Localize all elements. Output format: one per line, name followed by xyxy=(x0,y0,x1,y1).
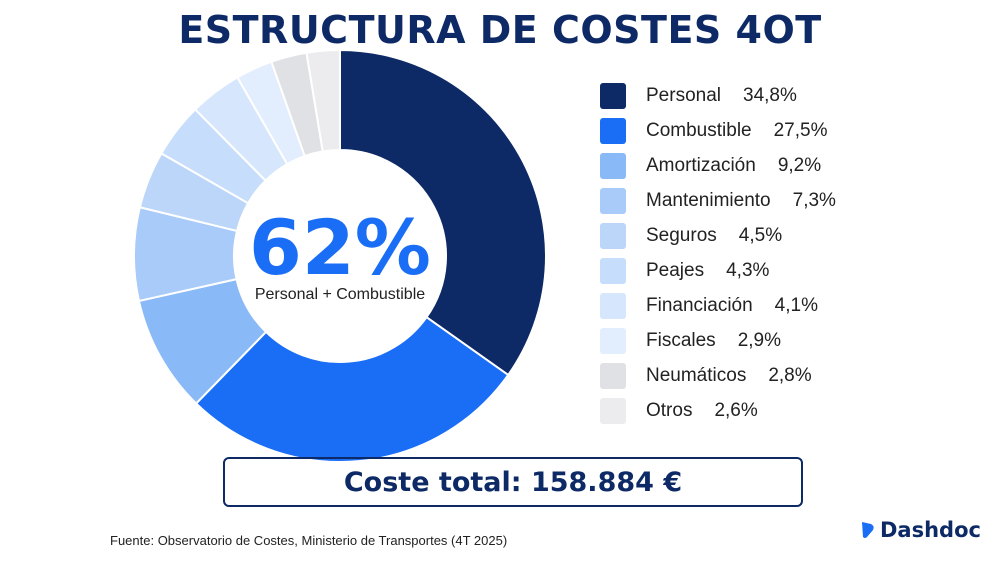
center-percentage: 62% xyxy=(249,203,431,292)
legend-value: 2,6% xyxy=(714,399,758,421)
legend-name: Peajes xyxy=(646,259,705,281)
legend-item-6: Financiación 4,1% xyxy=(600,288,836,323)
legend-swatch xyxy=(600,82,626,109)
total-cost-label: Coste total: 158.884 € xyxy=(343,466,683,498)
center-label: Personal + Combustible xyxy=(254,286,426,303)
legend-value: 2,8% xyxy=(768,364,812,386)
legend-name: Personal xyxy=(646,84,721,106)
total-cost-box: Coste total: 158.884 € xyxy=(223,457,803,507)
legend-swatch xyxy=(600,117,626,144)
legend-name: Neumáticos xyxy=(646,364,747,386)
legend-name: Financiación xyxy=(646,294,753,316)
legend-item-2: Amortización 9,2% xyxy=(600,148,836,183)
legend-swatch xyxy=(600,152,626,179)
legend-swatch xyxy=(600,257,626,284)
legend-item-7: Fiscales 2,9% xyxy=(600,323,836,358)
legend-name: Amortización xyxy=(646,154,756,176)
legend-name: Seguros xyxy=(646,224,717,246)
legend-item-1: Combustible 27,5% xyxy=(600,113,836,148)
legend-swatch xyxy=(600,187,626,214)
legend-item-8: Neumáticos 2,8% xyxy=(600,358,836,393)
legend-item-4: Seguros 4,5% xyxy=(600,218,836,253)
legend-value: 27,5% xyxy=(773,119,828,141)
legend-item-5: Peajes 4,3% xyxy=(600,253,836,288)
legend-swatch xyxy=(600,362,626,389)
source-note: Fuente: Observatorio de Costes, Minister… xyxy=(110,533,508,548)
legend-name: Otros xyxy=(646,399,693,421)
slice-9 xyxy=(305,48,341,153)
legend-value: 34,8% xyxy=(743,84,797,106)
brand-name: Dashdoc xyxy=(880,518,981,542)
legend-value: 9,2% xyxy=(777,154,822,176)
legend-name: Fiscales xyxy=(646,329,716,351)
legend-item-9: Otros 2,6% xyxy=(600,393,836,428)
legend-item-0: Personal 34,8% xyxy=(600,78,836,113)
dashdoc-logo-icon xyxy=(862,522,874,538)
legend-value: 7,3% xyxy=(792,189,836,211)
chart-title: ESTRUCTURA DE COSTES 4OT xyxy=(178,8,822,52)
brand-logo: Dashdoc xyxy=(860,518,981,542)
legend-item-3: Mantenimiento 7,3% xyxy=(600,183,836,218)
chart-legend: Personal 34,8% Combustible 27,5% Amortizació… xyxy=(600,78,836,428)
legend-value: 2,9% xyxy=(737,329,781,351)
legend-swatch xyxy=(600,327,626,354)
legend-swatch xyxy=(600,222,626,249)
legend-name: Combustible xyxy=(646,119,752,141)
slice-1 xyxy=(194,315,510,463)
legend-swatch xyxy=(600,397,626,424)
legend-swatch xyxy=(600,292,626,319)
legend-value: 4,3% xyxy=(726,259,770,281)
legend-name: Mantenimiento xyxy=(646,189,771,211)
slice-0 xyxy=(339,48,547,377)
legend-value: 4,1% xyxy=(774,294,818,316)
legend-value: 4,5% xyxy=(738,224,783,246)
